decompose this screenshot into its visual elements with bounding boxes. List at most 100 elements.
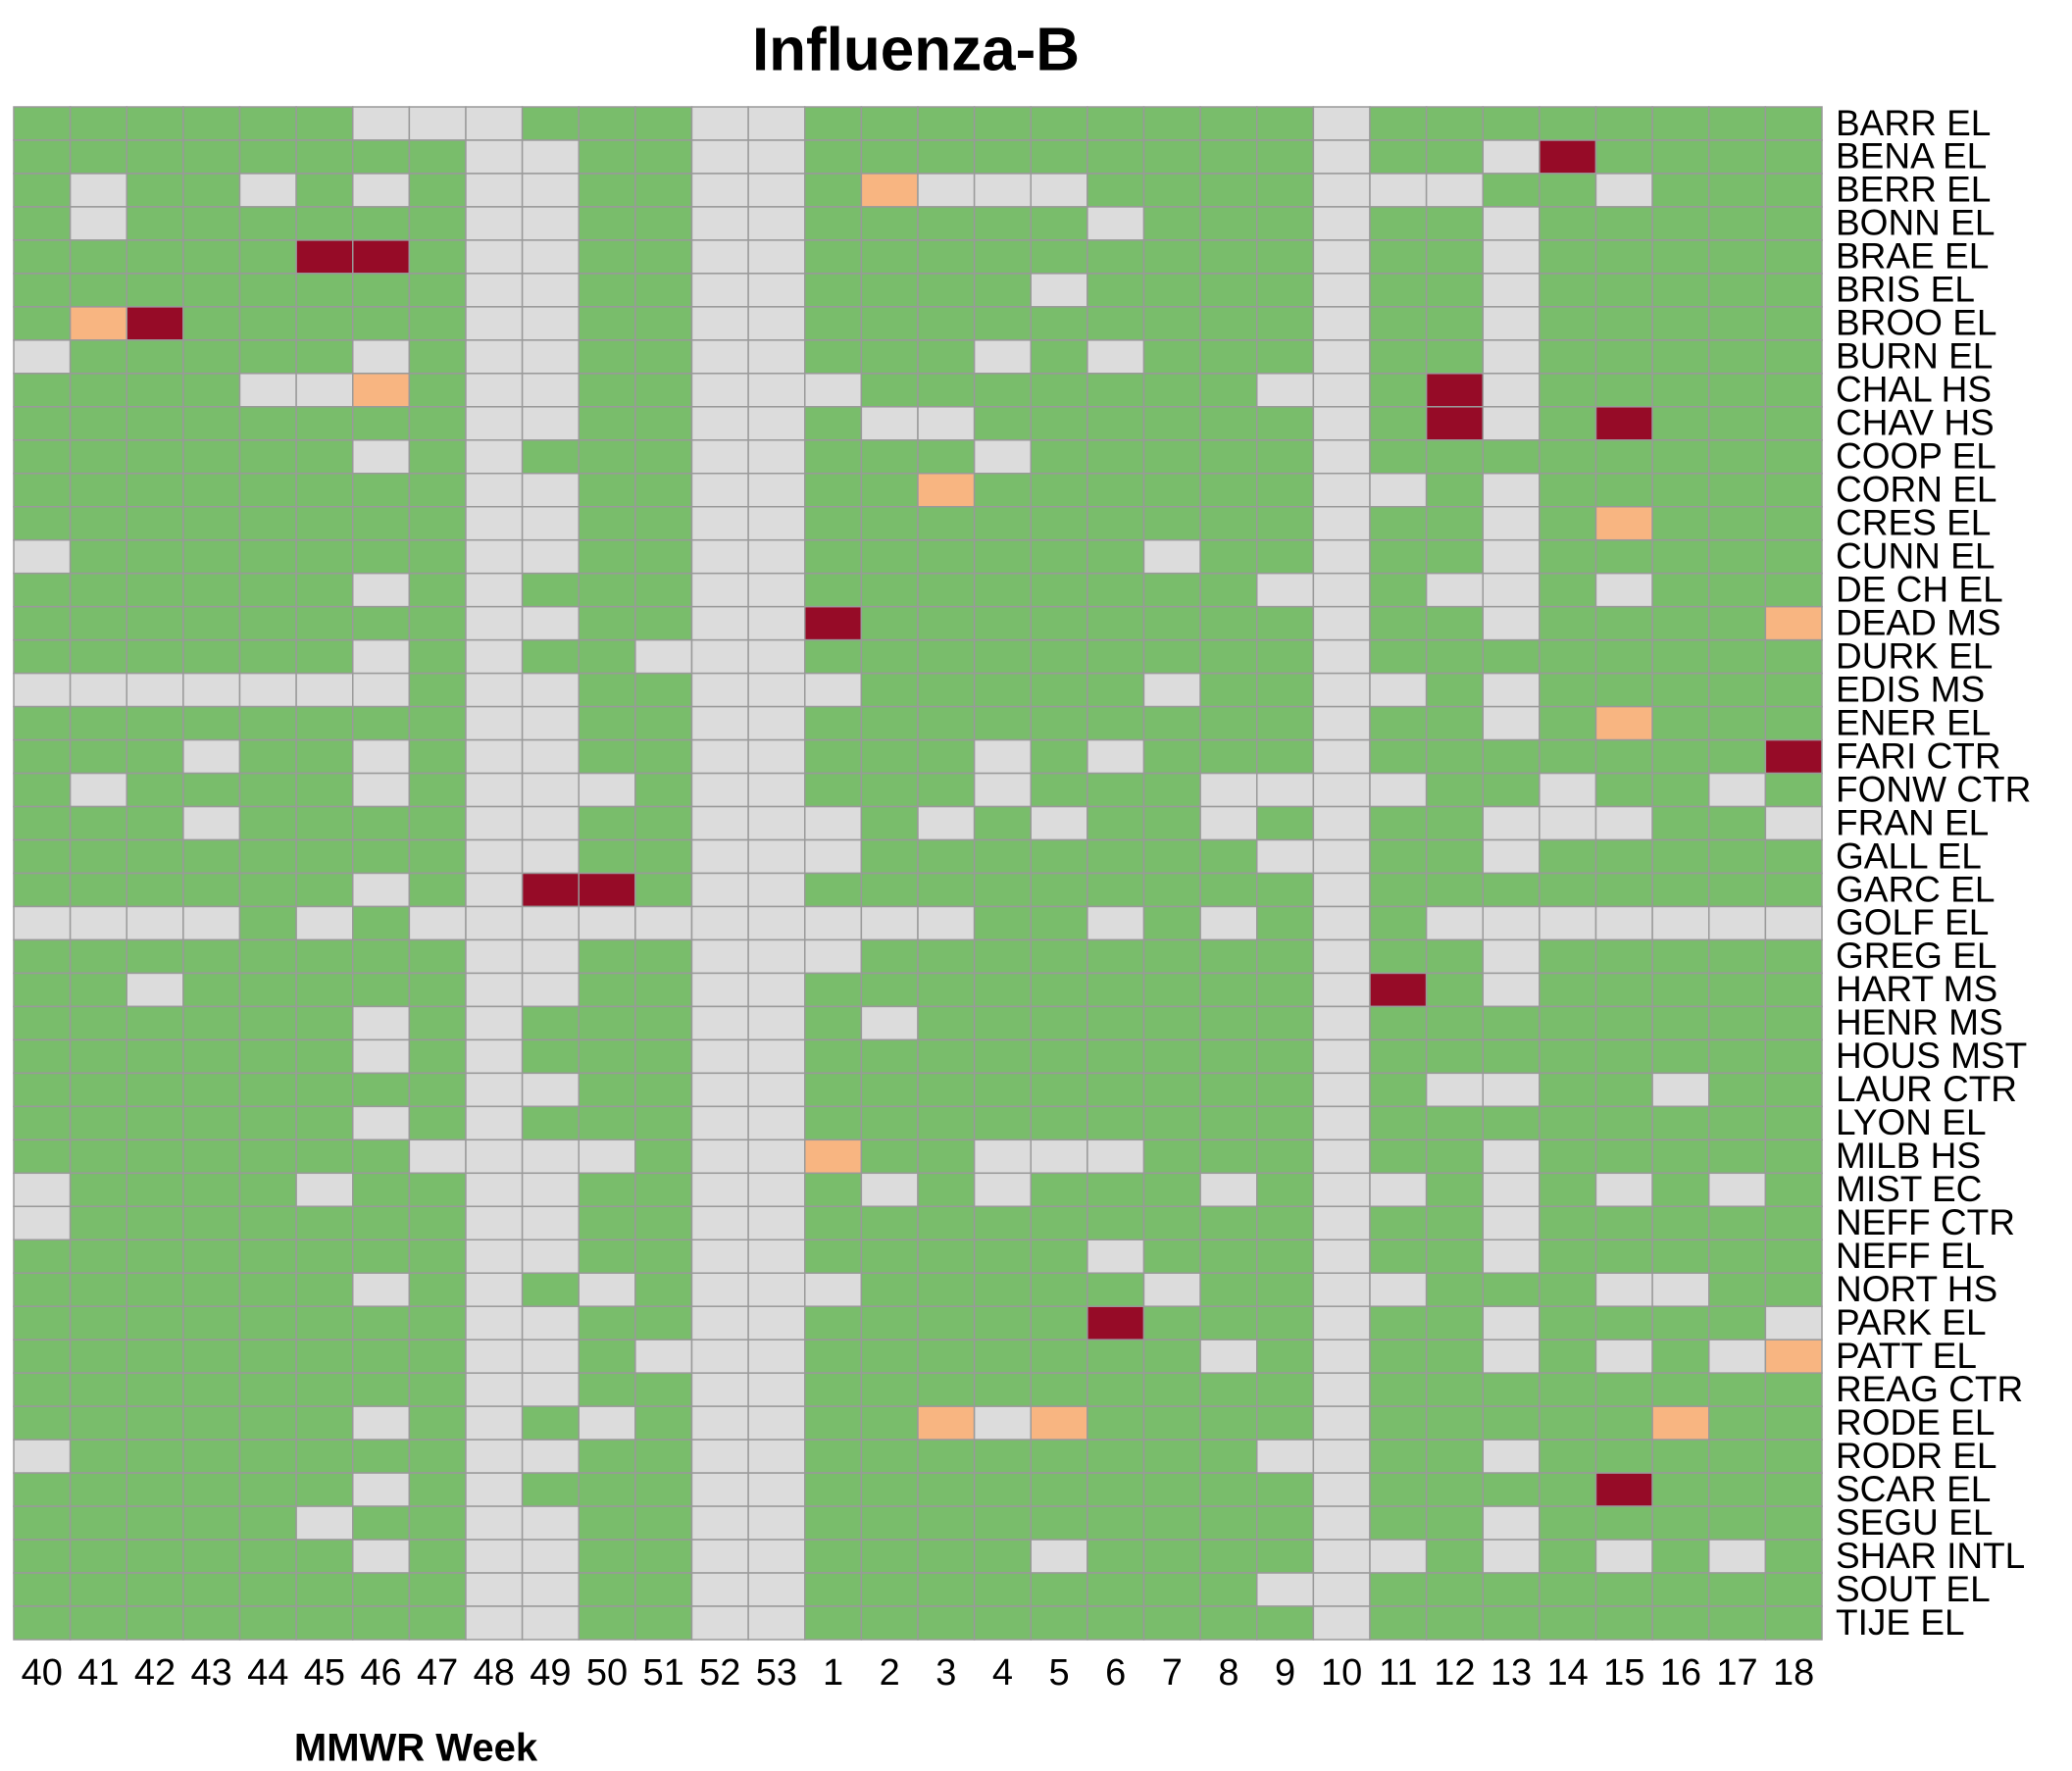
heatmap-cell [1539,1439,1597,1474]
heatmap-cell [13,1272,72,1307]
heatmap-cell [804,538,863,575]
heatmap-cell [295,838,354,875]
heatmap-cell [578,1205,636,1241]
heatmap-cell [1369,1572,1428,1607]
heatmap-cell [747,439,806,475]
heatmap-cell [295,672,354,708]
row-label: BRAE EL [1836,236,1989,277]
heatmap-cell [860,1439,919,1474]
heatmap-cell [1708,139,1767,175]
heatmap-cell [1764,1205,1823,1241]
x-tick-label: 11 [1379,1652,1417,1694]
heatmap-cell [1539,406,1597,441]
heatmap-cell [1539,1239,1597,1274]
heatmap-cell [1142,406,1201,441]
heatmap-cell [1764,1305,1823,1341]
heatmap-cell [1087,538,1145,575]
heatmap-cell [182,938,241,975]
heatmap-cell [1482,605,1541,641]
heatmap-cell [1708,1205,1767,1241]
heatmap-cell [126,805,184,841]
heatmap-cell [1708,1605,1767,1641]
heatmap-cell [126,1539,184,1574]
heatmap-cell [238,1605,297,1641]
heatmap-cell [860,206,919,241]
heatmap-cell [1482,705,1541,741]
heatmap-cell [13,738,72,775]
heatmap-cell [1764,1505,1823,1541]
heatmap-cell [917,1272,976,1307]
heatmap-cell [1256,1072,1315,1108]
heatmap-cell [1199,505,1258,541]
heatmap-cell [1256,1472,1315,1507]
heatmap-cell [690,1272,749,1307]
heatmap-cell [126,1472,184,1507]
heatmap-cell [1369,1105,1428,1141]
heatmap-cell [465,1205,524,1241]
heatmap-cell [1764,339,1823,375]
heatmap-cell [408,1539,467,1574]
heatmap-cell [408,638,467,675]
heatmap-cell [182,905,241,941]
heatmap-cell [295,638,354,675]
heatmap-cell [973,572,1032,608]
heatmap-cell [1369,1605,1428,1641]
heatmap-cell [238,572,297,608]
heatmap-cell [521,1172,580,1208]
heatmap-cell [1594,1539,1653,1574]
heatmap-cell [1764,605,1823,641]
heatmap-cell [69,605,127,641]
heatmap-cell [352,406,411,441]
heatmap-cell [521,206,580,241]
heatmap-cell [126,705,184,741]
heatmap-cell [634,805,693,841]
heatmap-cell [1030,373,1088,408]
heatmap-cell [1199,605,1258,641]
heatmap-cell [1651,1372,1710,1407]
x-tick-label: 3 [935,1652,956,1694]
heatmap-cell [1369,1172,1428,1208]
heatmap-cell [1199,572,1258,608]
heatmap-cell [1651,206,1710,241]
heatmap-cell [1256,1305,1315,1341]
row-label: BRIS EL [1836,270,1975,310]
heatmap-cell [1539,339,1597,375]
heatmap-cell [126,672,184,708]
heatmap-cell [352,306,411,341]
heatmap-cell [1030,106,1088,141]
heatmap-cell [578,473,636,508]
heatmap-cell [690,1439,749,1474]
x-tick-label: 4 [992,1652,1013,1694]
heatmap-cell [1142,1339,1201,1374]
heatmap-cell [1087,1239,1145,1274]
heatmap-cell [1594,1172,1653,1208]
heatmap-cell [182,972,241,1008]
heatmap-cell [295,538,354,575]
heatmap-cell [578,139,636,175]
heatmap-cell [13,1005,72,1041]
heatmap-cell [352,1539,411,1574]
heatmap-cell [465,1505,524,1541]
heatmap-cell [578,1072,636,1108]
heatmap-cell [1539,905,1597,941]
heatmap-cell [521,772,580,808]
heatmap-cell [747,1572,806,1607]
heatmap-cell [521,473,580,508]
heatmap-cell [860,638,919,675]
heatmap-cell [408,838,467,875]
heatmap-cell [1594,1339,1653,1374]
x-tick-label: 53 [756,1652,797,1694]
row-label: HOUS MST [1836,1036,2027,1076]
heatmap-cell [295,1172,354,1208]
heatmap-cell [238,772,297,808]
heatmap-cell [1594,772,1653,808]
heatmap-cell [1087,1005,1145,1041]
heatmap-cell [1087,972,1145,1008]
heatmap-cell [634,173,693,208]
heatmap-cell [238,1005,297,1041]
heatmap-cell [1425,1105,1484,1141]
heatmap-cell [578,1272,636,1307]
heatmap-cell [917,572,976,608]
heatmap-cell [295,1405,354,1441]
heatmap-cell [578,339,636,375]
